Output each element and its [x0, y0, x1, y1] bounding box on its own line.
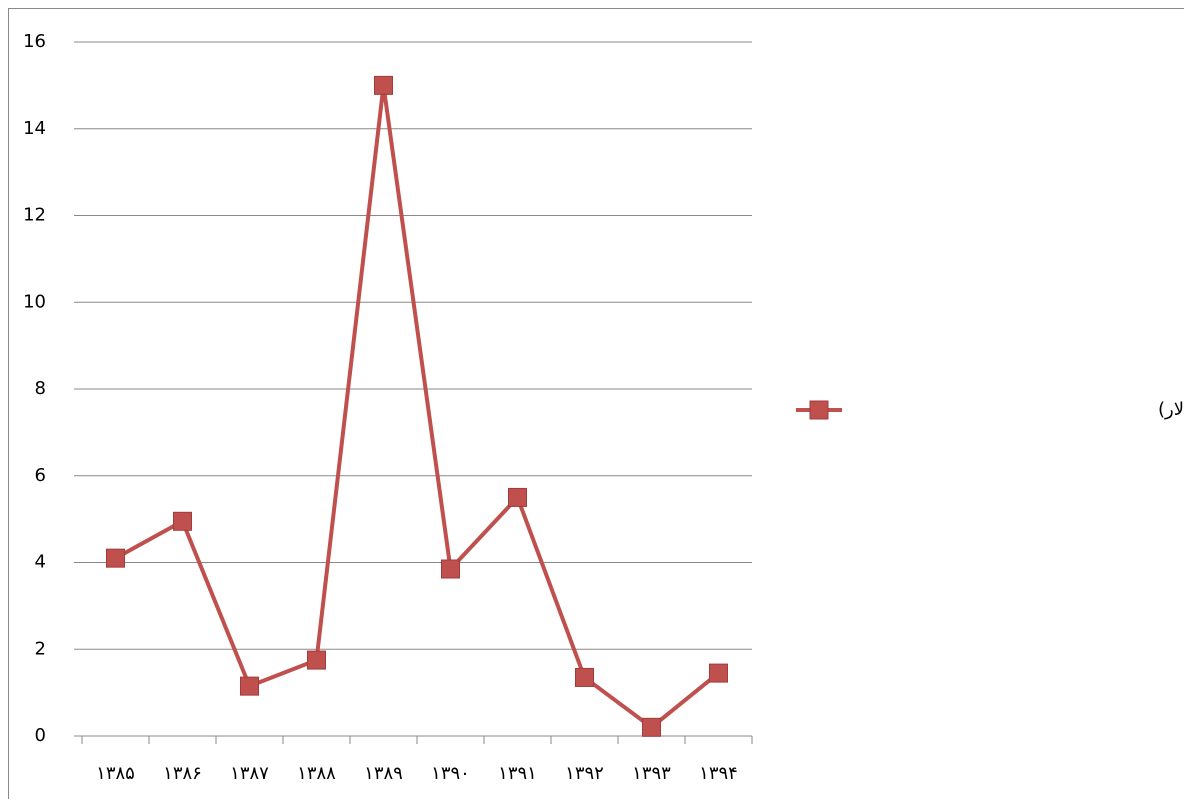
marker — [710, 664, 728, 682]
marker — [576, 668, 594, 686]
x-tick-label: ۱۳۹۴ — [699, 763, 738, 784]
x-tick-label: ۱۳۸۷ — [230, 763, 269, 784]
x-tick-label: ۱۳۹۱ — [498, 763, 537, 784]
y-tick-label: 4 — [35, 552, 46, 573]
marker — [375, 76, 393, 94]
x-tick-label: ۱۳۸۸ — [297, 763, 336, 784]
marker — [308, 651, 326, 669]
chart-border — [9, 9, 1184, 800]
marker — [174, 512, 192, 530]
series-line — [116, 85, 719, 727]
marker — [442, 560, 460, 578]
y-tick-label: 0 — [35, 725, 46, 746]
y-tick-label: 14 — [23, 118, 46, 139]
x-tick-label: ۱۳۸۵ — [96, 763, 135, 784]
x-tick-label: ۱۳۹۲ — [565, 763, 604, 784]
y-tick-label: 6 — [35, 465, 46, 486]
y-tick-label: 8 — [35, 378, 46, 399]
y-tick-label: 12 — [23, 205, 46, 226]
x-tick-label: ۱۳۸۹ — [364, 763, 403, 784]
y-tick-label: 2 — [35, 638, 46, 659]
marker — [509, 488, 527, 506]
x-tick-label: ۱۳۸۶ — [163, 763, 202, 784]
marker — [643, 718, 661, 736]
y-tick-label: 10 — [23, 291, 46, 312]
y-tick-label: 16 — [23, 31, 46, 52]
legend-marker — [810, 401, 828, 419]
x-tick-label: ۱۳۹۰ — [431, 763, 470, 784]
marker — [241, 677, 259, 695]
legend-label: ارزش اوراق فروخته شده(میلیارد دلار) — [1158, 399, 1184, 420]
x-tick-label: ۱۳۹۳ — [632, 763, 671, 784]
marker — [107, 549, 125, 567]
